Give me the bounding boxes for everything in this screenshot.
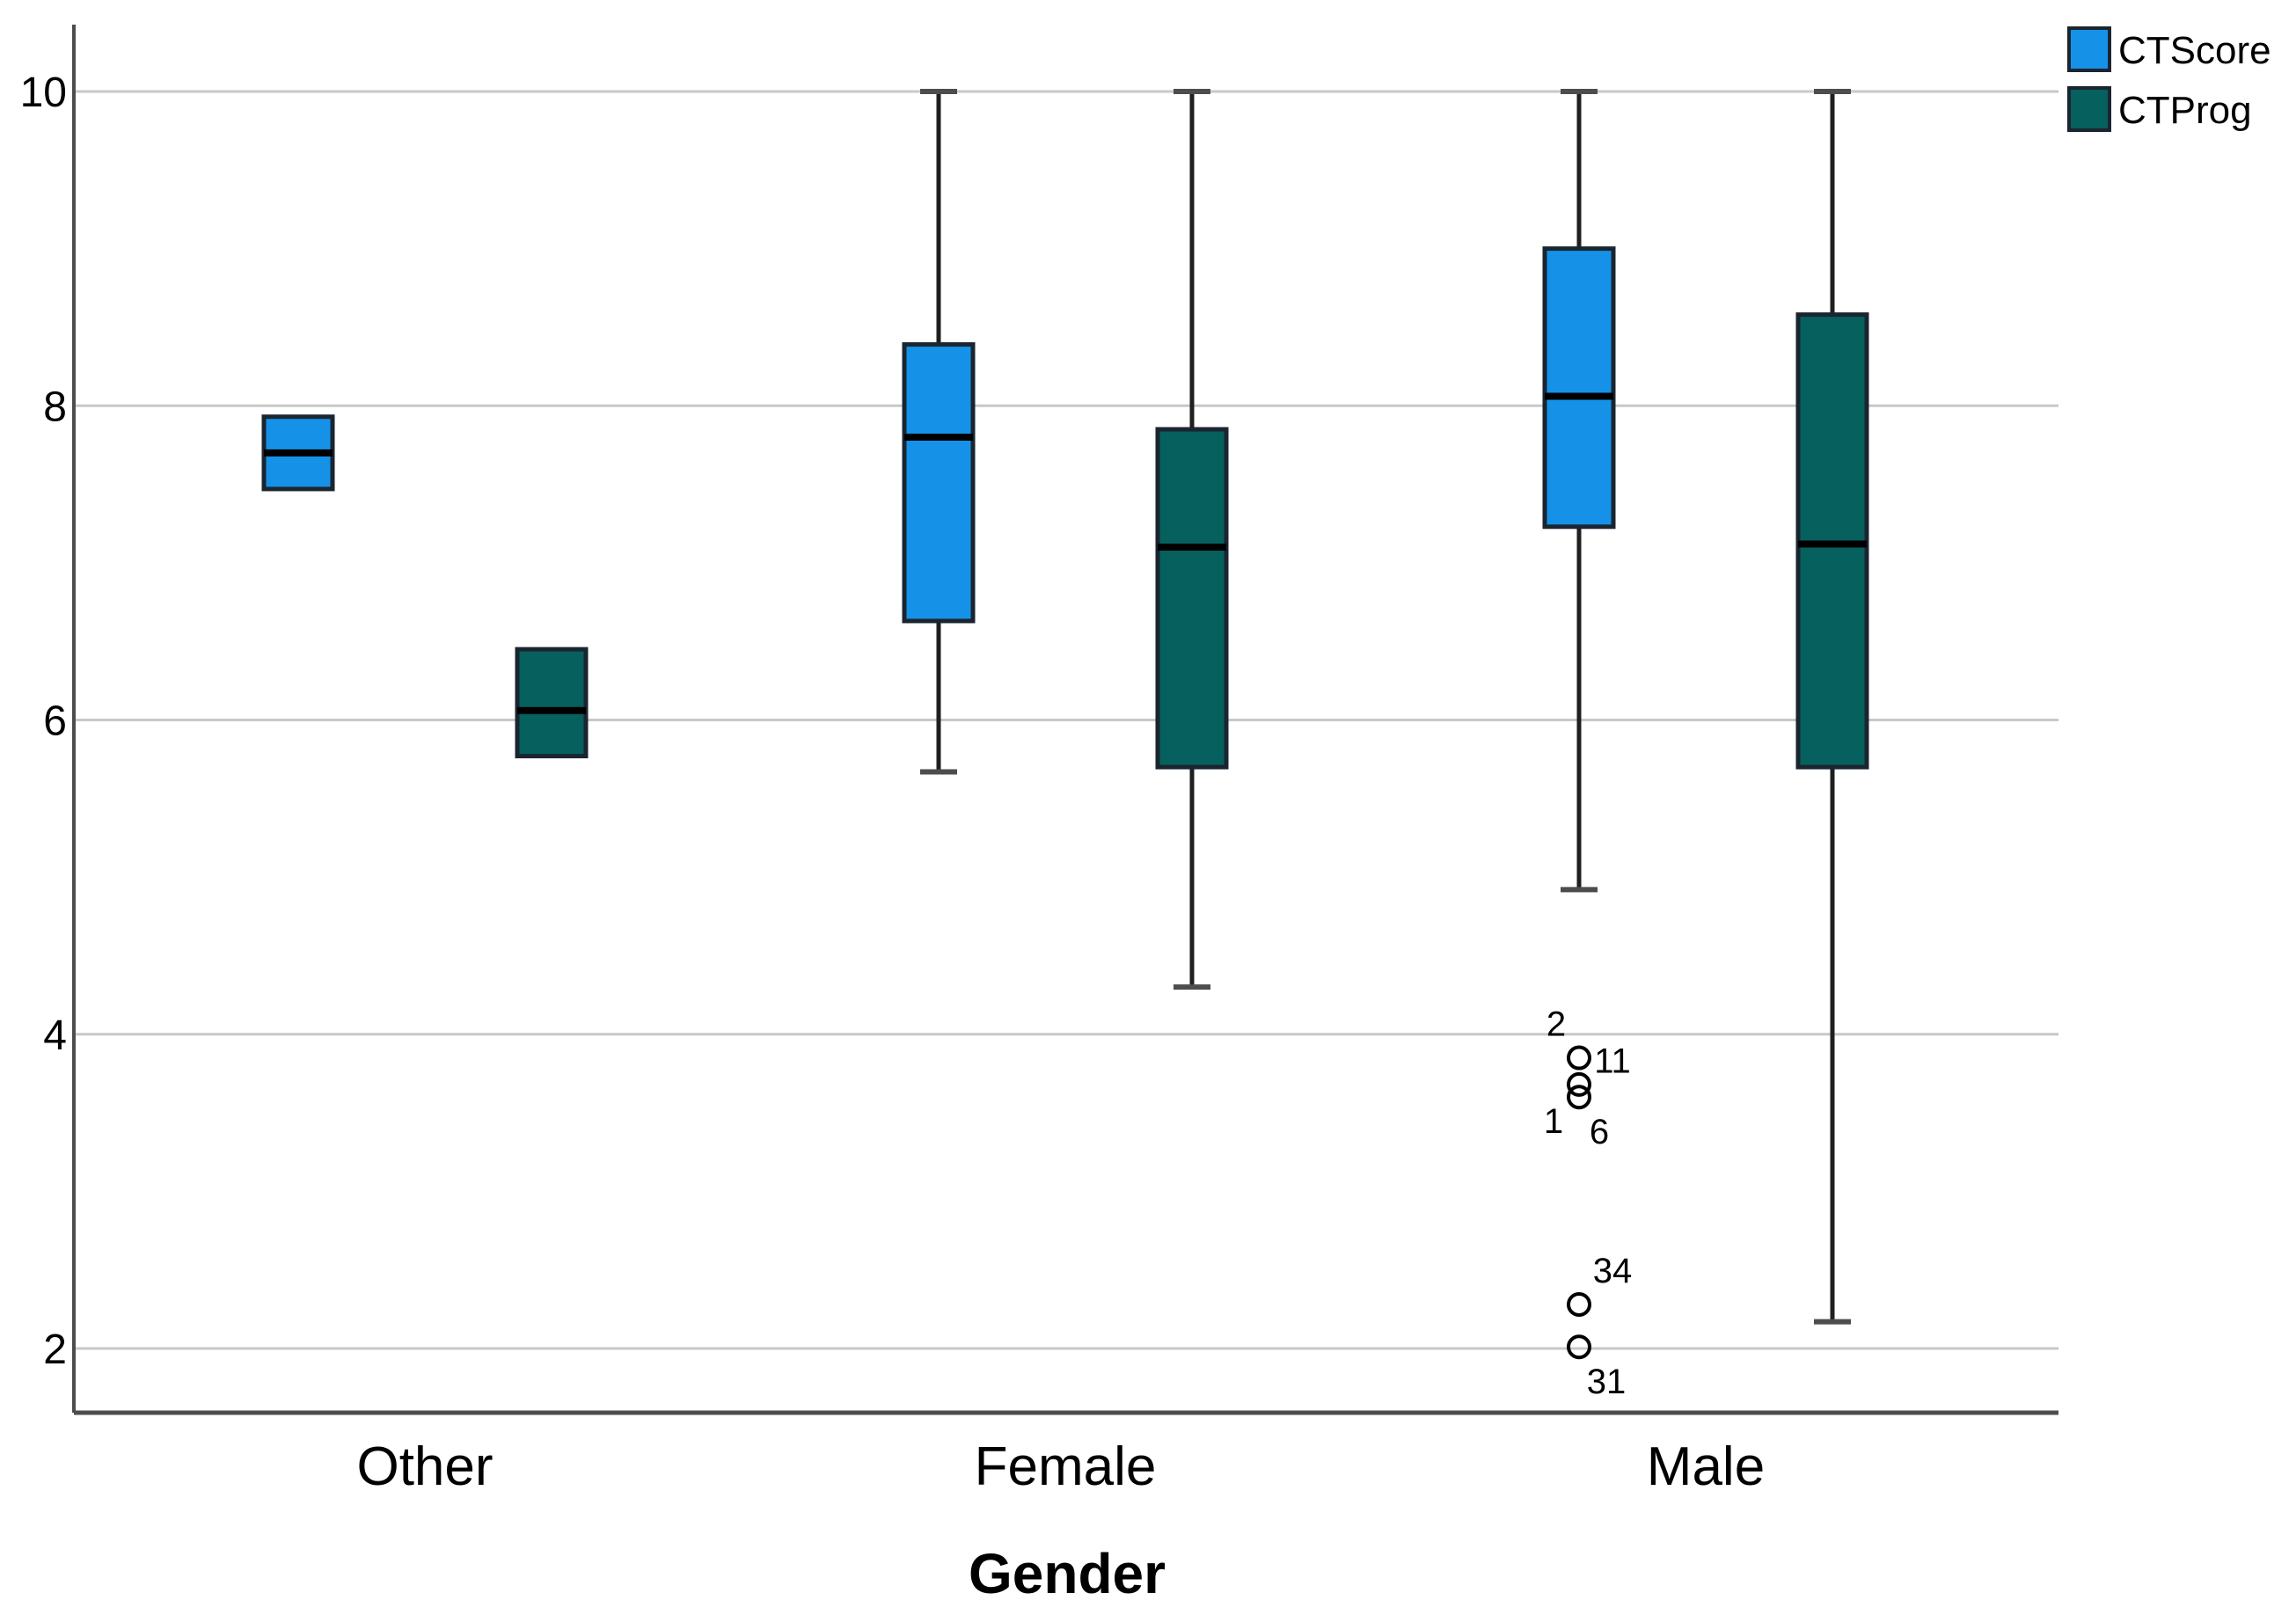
- x-axis-title: Gender: [969, 1542, 1166, 1605]
- legend-label-ctprog: CTProg: [2118, 89, 2252, 132]
- x-category-label-male: Male: [1647, 1436, 1765, 1497]
- outlier-label-34: 34: [1593, 1252, 1633, 1290]
- outlier-circle-ctscore-male-3: [1567, 1291, 1591, 1317]
- y-tick-label-2: 2: [43, 1326, 67, 1373]
- y-tick-label-4: 4: [43, 1012, 67, 1059]
- outlier-circle-ctscore-male-4: [1567, 1334, 1591, 1360]
- outlier-label-31: 31: [1587, 1363, 1627, 1401]
- x-category-label-other: Other: [356, 1436, 493, 1497]
- box-ctscore-male: [1542, 246, 1616, 530]
- outlier-label-11: 11: [1594, 1042, 1631, 1081]
- outlier-label-1: 1: [1544, 1102, 1563, 1141]
- outlier-circle-ctscore-male-1: [1567, 1071, 1591, 1097]
- outlier-circle-ctscore-male-2: [1567, 1085, 1591, 1110]
- y-tick-label-6: 6: [43, 698, 67, 745]
- box-ctprog-female: [1155, 427, 1229, 770]
- legend-label-ctscore: CTScore: [2118, 29, 2271, 72]
- x-category-label-female: Female: [975, 1436, 1157, 1497]
- legend-swatch-ctprog: [2067, 86, 2111, 132]
- outlier-label-6: 6: [1590, 1113, 1609, 1151]
- outlier-label-2: 2: [1547, 1005, 1566, 1044]
- box-ctprog-other: [515, 647, 589, 759]
- legend-swatch-ctscore: [2067, 26, 2111, 72]
- box-ctscore-female: [902, 342, 976, 624]
- outlier-circle-ctscore-male-0: [1567, 1045, 1591, 1071]
- y-tick-label-8: 8: [43, 384, 67, 430]
- y-tick-label-10: 10: [20, 69, 67, 116]
